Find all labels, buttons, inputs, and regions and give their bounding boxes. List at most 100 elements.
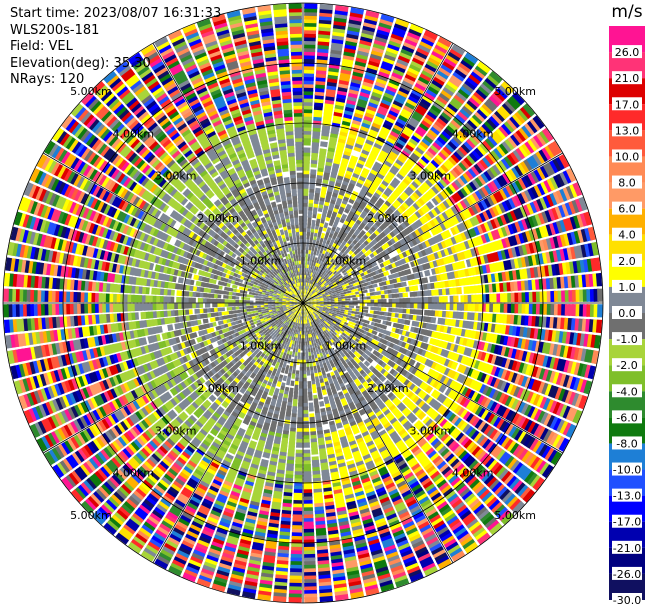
range-gate bbox=[383, 142, 393, 151]
range-gate bbox=[413, 52, 427, 63]
range-gate bbox=[409, 193, 419, 202]
range-gate bbox=[591, 241, 599, 256]
range-gate bbox=[457, 188, 467, 199]
range-gate bbox=[465, 169, 475, 180]
range-gate bbox=[447, 139, 459, 151]
range-gate bbox=[402, 176, 412, 186]
range-gate bbox=[403, 145, 413, 155]
range-gate bbox=[417, 185, 427, 195]
range-gate bbox=[453, 234, 462, 244]
range-gate bbox=[440, 163, 451, 173]
range-gate bbox=[421, 232, 429, 241]
range-gate bbox=[455, 90, 468, 102]
range-gate bbox=[423, 151, 433, 162]
range-gate bbox=[529, 117, 542, 132]
range-gate bbox=[431, 49, 445, 60]
range-gate bbox=[440, 147, 451, 158]
range-gate bbox=[414, 228, 422, 237]
range-gate bbox=[479, 105, 492, 117]
range-gate bbox=[552, 157, 563, 172]
range-gate bbox=[556, 189, 566, 203]
range-gate bbox=[450, 118, 462, 129]
range-gate bbox=[341, 213, 348, 221]
range-gate bbox=[411, 151, 421, 161]
range-gate bbox=[420, 205, 429, 215]
range-gate bbox=[487, 181, 497, 193]
range-gate bbox=[393, 123, 404, 132]
range-gate bbox=[434, 72, 448, 83]
range-gate bbox=[385, 225, 393, 233]
range-gate bbox=[419, 139, 430, 150]
range-gate bbox=[430, 125, 441, 136]
range-gate bbox=[437, 232, 445, 242]
range-gate bbox=[319, 3, 334, 11]
range-gate bbox=[407, 171, 417, 181]
range-gate bbox=[504, 138, 516, 151]
range-gate bbox=[417, 271, 424, 278]
range-gate bbox=[395, 18, 410, 28]
range-gate bbox=[312, 387, 317, 394]
range-gate bbox=[300, 345, 303, 351]
range-gate bbox=[442, 220, 451, 230]
range-gate bbox=[483, 170, 494, 182]
range-gate bbox=[436, 135, 448, 146]
range-gate bbox=[396, 57, 410, 67]
range-gate bbox=[476, 127, 488, 139]
range-gate bbox=[518, 144, 530, 158]
range-gate bbox=[470, 227, 479, 237]
range-gate bbox=[306, 370, 311, 376]
range-gate bbox=[456, 201, 466, 211]
range-gate bbox=[451, 44, 466, 56]
range-gate bbox=[436, 224, 445, 233]
range-gate bbox=[457, 129, 469, 140]
range-gate bbox=[379, 100, 391, 110]
range-gate bbox=[529, 154, 541, 168]
range-gate bbox=[496, 215, 506, 227]
range-gate bbox=[414, 81, 427, 92]
range-gate bbox=[397, 223, 406, 232]
range-gate bbox=[448, 195, 458, 205]
range-gate bbox=[522, 103, 535, 117]
range-gate bbox=[455, 112, 467, 124]
range-gate bbox=[415, 106, 427, 116]
range-gate bbox=[533, 184, 544, 197]
range-gate bbox=[409, 136, 420, 146]
velocity-rays bbox=[3, 3, 603, 603]
range-gate bbox=[501, 200, 511, 212]
range-gate bbox=[562, 186, 573, 201]
range-gate bbox=[449, 47, 464, 59]
range-gate bbox=[385, 321, 392, 327]
range-gate bbox=[464, 101, 477, 113]
range-gate bbox=[469, 115, 481, 128]
range-gate bbox=[390, 129, 400, 139]
range-gate bbox=[482, 210, 491, 221]
range-gate bbox=[303, 442, 310, 448]
range-gate bbox=[425, 201, 435, 210]
range-gate bbox=[369, 127, 379, 136]
range-gate bbox=[468, 180, 479, 191]
range-gate bbox=[483, 221, 492, 232]
range-gate bbox=[539, 130, 551, 144]
range-gate bbox=[409, 115, 421, 126]
range-gate bbox=[423, 222, 432, 231]
range-gate bbox=[439, 189, 449, 200]
range-gate bbox=[400, 221, 409, 229]
range-gate bbox=[489, 71, 503, 84]
range-gate bbox=[387, 206, 395, 215]
range-gate bbox=[485, 208, 495, 220]
range-gate bbox=[370, 167, 379, 176]
range-gate bbox=[435, 153, 446, 163]
range-gate bbox=[489, 193, 499, 205]
range-gate bbox=[514, 179, 525, 192]
range-gate bbox=[385, 115, 396, 124]
range-gate bbox=[288, 597, 302, 603]
range-gate bbox=[459, 126, 471, 138]
range-gate bbox=[583, 211, 593, 226]
range-gate bbox=[374, 114, 385, 123]
range-gate bbox=[505, 170, 516, 182]
range-gate bbox=[399, 213, 407, 222]
range-gate bbox=[372, 144, 382, 153]
range-gate bbox=[480, 185, 491, 197]
range-gate bbox=[516, 206, 526, 219]
range-gate bbox=[450, 236, 459, 245]
